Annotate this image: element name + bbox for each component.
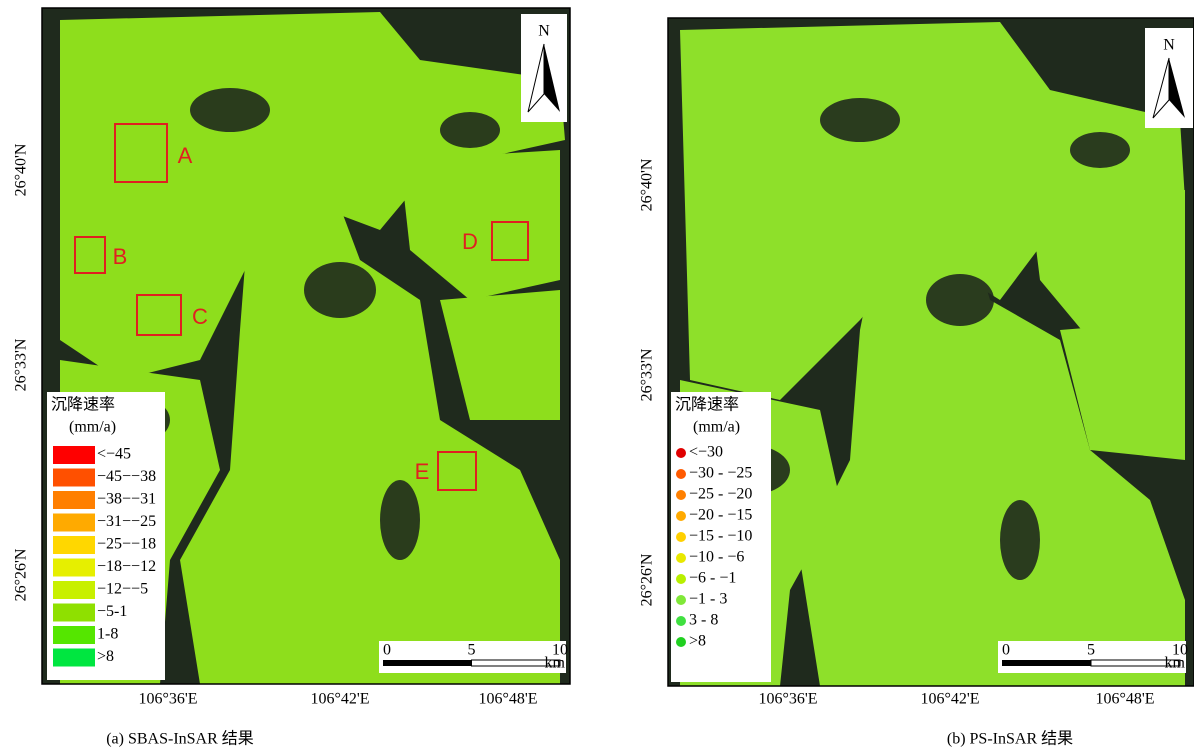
legend-symbol [676, 616, 686, 626]
scale-label: 0 [1002, 642, 1010, 659]
lon-label: 106°42'E [920, 691, 979, 708]
lat-label: 26°40'N [639, 158, 656, 211]
caption: (a) SBAS-InSAR 结果 [106, 730, 254, 748]
legend-symbol [676, 448, 686, 458]
area-label: D [462, 229, 478, 254]
legend-symbol [53, 536, 95, 554]
area-label: C [192, 304, 208, 329]
legend-label: −25 - −20 [689, 486, 752, 503]
legend-symbol [53, 626, 95, 644]
legend-symbol [53, 469, 95, 487]
scale-label: 5 [468, 642, 476, 659]
lat-label: 26°33'N [13, 338, 30, 391]
legend-label: 1-8 [97, 626, 118, 643]
legend-label: −38−−31 [97, 491, 156, 508]
legend-label: −10 - −6 [689, 549, 744, 566]
page: {"panels": [ {"caption": "(a) SBAS-InSAR… [0, 0, 1194, 756]
legend-label: <−30 [689, 444, 723, 461]
legend-label: >8 [97, 648, 114, 665]
scale-label: 0 [383, 642, 391, 659]
lon-label: 106°42'E [310, 691, 369, 708]
scale-unit: km [1165, 655, 1186, 672]
lon-label: 106°48'E [1095, 691, 1154, 708]
legend-label: −25−−18 [97, 536, 156, 553]
legend-unit: (mm/a) [693, 419, 740, 436]
legend-symbol [53, 514, 95, 532]
legend-label: −31−−25 [97, 513, 156, 530]
legend-symbol [53, 581, 95, 599]
scale-unit: km [545, 655, 566, 672]
scale-bar [1002, 660, 1091, 666]
lat-label: 26°33'N [639, 348, 656, 401]
legend-symbol [676, 637, 686, 647]
area-label: A [178, 143, 193, 168]
lat-label: 26°26'N [13, 548, 30, 601]
scale-bar [383, 660, 472, 666]
legend-symbol [676, 511, 686, 521]
legend-symbol [676, 490, 686, 500]
legend-symbol [53, 559, 95, 577]
lat-label: 26°40'N [13, 143, 30, 196]
legend-label: −18−−12 [97, 558, 156, 575]
legend-symbol [676, 595, 686, 605]
lat-label: 26°26'N [639, 553, 656, 606]
legend-symbol [676, 532, 686, 542]
north-label: N [538, 23, 550, 40]
caption: (b) PS-InSAR 结果 [947, 730, 1073, 748]
legend-symbol [53, 649, 95, 667]
legend-symbol [53, 604, 95, 622]
lon-label: 106°36'E [758, 691, 817, 708]
legend-label: −20 - −15 [689, 507, 752, 524]
legend-title: 沉降速率 [51, 396, 115, 414]
legend-label: <−45 [97, 446, 131, 463]
legend-label: −1 - 3 [689, 591, 727, 608]
legend-label: −15 - −10 [689, 528, 752, 545]
legend-symbol [676, 553, 686, 563]
legend-unit: (mm/a) [69, 419, 116, 436]
legend-label: −45−−38 [97, 468, 156, 485]
area-label: B [113, 244, 128, 269]
scale-label: 5 [1087, 642, 1095, 659]
north-label: N [1163, 37, 1175, 54]
legend-label: >8 [689, 633, 706, 650]
figure: 26°40'N 26°33'N 26°26'N 106°36'E 106°42'E 106… [0, 0, 1194, 756]
legend-symbol [53, 491, 95, 509]
legend-label: 3 - 8 [689, 612, 718, 629]
legend-label: −12−−5 [97, 581, 148, 598]
legend-symbol [676, 574, 686, 584]
area-label: E [415, 459, 430, 484]
legend-symbol [676, 469, 686, 479]
lon-label: 106°36'E [138, 691, 197, 708]
legend-symbol [53, 446, 95, 464]
legend-label: −30 - −25 [689, 465, 752, 482]
lon-label: 106°48'E [478, 691, 537, 708]
legend-label: −5-1 [97, 603, 127, 620]
legend-title: 沉降速率 [675, 396, 739, 414]
legend-label: −6 - −1 [689, 570, 736, 587]
